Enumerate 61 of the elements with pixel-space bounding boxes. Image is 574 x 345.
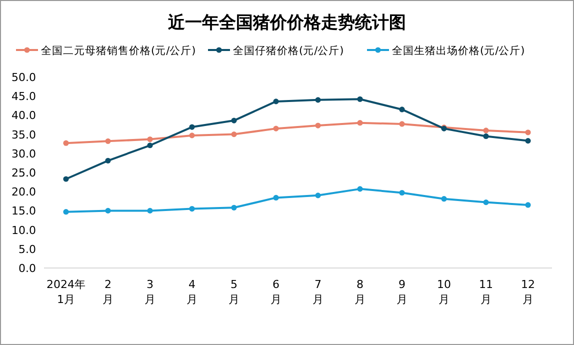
point bbox=[399, 106, 405, 112]
y-tick-label: 20.0 bbox=[12, 186, 36, 199]
point bbox=[231, 204, 237, 210]
point bbox=[525, 130, 531, 136]
point bbox=[231, 118, 237, 124]
point bbox=[189, 124, 195, 130]
point bbox=[357, 96, 363, 102]
point bbox=[189, 206, 195, 212]
x-tick-label: 4 月 bbox=[186, 278, 198, 306]
point bbox=[189, 132, 195, 138]
x-tick-label: 6 月 bbox=[270, 278, 282, 306]
point bbox=[147, 208, 153, 214]
y-tick-label: 25.0 bbox=[12, 166, 36, 180]
point bbox=[63, 209, 69, 215]
x-tick-label: 3 月 bbox=[144, 278, 156, 306]
legend-label: 全国仔猪价格(元/公斤) bbox=[233, 44, 344, 57]
y-tick-label: 35.0 bbox=[12, 128, 36, 142]
x-tick-label: 11 月 bbox=[479, 278, 493, 306]
x-tick-label: 9 月 bbox=[396, 278, 408, 306]
y-tick-label: 40.0 bbox=[12, 109, 36, 122]
point bbox=[525, 138, 531, 144]
x-tick-label: 5 月 bbox=[228, 278, 240, 306]
point bbox=[315, 97, 321, 103]
y-tick-label: 30.0 bbox=[12, 147, 36, 160]
point bbox=[105, 158, 111, 164]
chart-title: 近一年全国猪价价格走势统计图 bbox=[167, 13, 406, 33]
x-tick-label: 7 月 bbox=[312, 278, 324, 306]
point bbox=[147, 142, 153, 148]
y-tick-label: 50.0 bbox=[12, 71, 36, 84]
point bbox=[357, 186, 363, 192]
x-tick-label: 2024年 1月 bbox=[46, 278, 86, 306]
y-tick-label: 5.0 bbox=[18, 242, 36, 256]
point bbox=[147, 136, 153, 142]
y-tick-label: 0.0 bbox=[18, 262, 36, 275]
point bbox=[399, 121, 405, 127]
x-tick-label: 10 月 bbox=[437, 278, 451, 306]
point bbox=[231, 132, 237, 138]
point bbox=[441, 196, 447, 202]
point bbox=[273, 194, 279, 201]
point bbox=[273, 126, 279, 132]
point bbox=[525, 202, 531, 208]
legend-label: 全国生猪出场价格(元/公斤) bbox=[392, 44, 525, 57]
x-tick-label: 2 月 bbox=[102, 278, 114, 306]
point bbox=[105, 208, 111, 214]
point bbox=[483, 199, 489, 206]
point bbox=[63, 176, 69, 182]
y-tick-label: 15.0 bbox=[12, 204, 36, 218]
y-tick-label: 10.0 bbox=[12, 224, 36, 237]
point bbox=[315, 192, 321, 198]
point bbox=[483, 133, 489, 140]
point bbox=[273, 98, 279, 104]
point bbox=[315, 122, 321, 128]
legend-label: 全国二元母猪销售价格(元/公斤) bbox=[41, 44, 196, 57]
x-tick-label: 8 月 bbox=[354, 278, 366, 306]
point bbox=[105, 138, 111, 144]
y-tick-label: 45.0 bbox=[12, 90, 36, 104]
point bbox=[357, 120, 363, 126]
x-tick-label: 12 月 bbox=[521, 278, 535, 306]
point bbox=[399, 190, 405, 196]
point bbox=[63, 140, 69, 146]
point bbox=[483, 128, 489, 134]
